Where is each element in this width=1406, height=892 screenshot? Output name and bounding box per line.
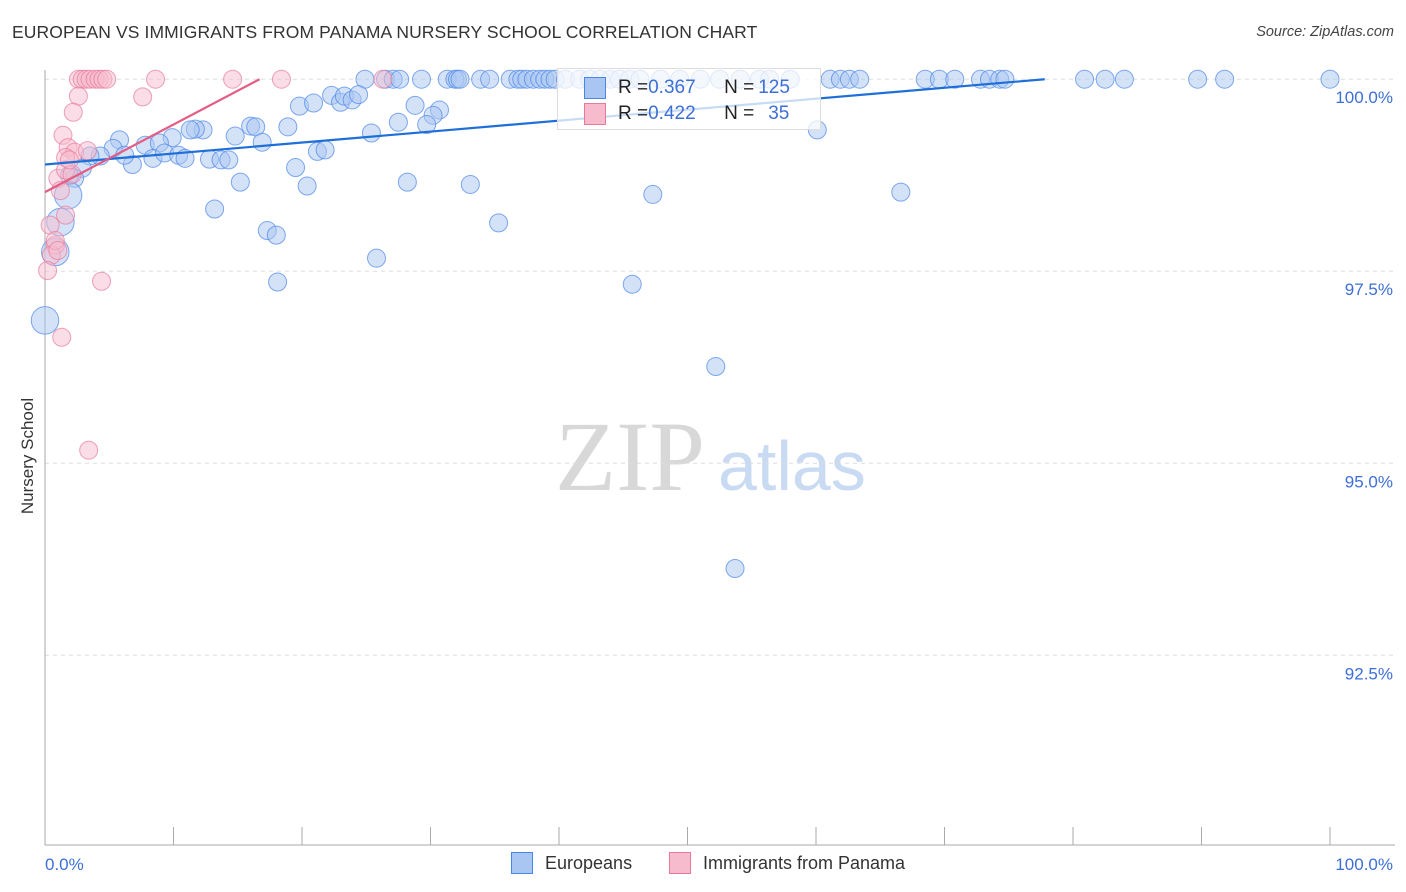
n-label: N = (724, 103, 755, 124)
legend-label: Immigrants from Panama (703, 852, 906, 873)
panama-trend-line (44, 78, 261, 194)
panama-point (97, 69, 117, 89)
y-tick-label: 92.5% (1345, 664, 1393, 683)
europeans-swatch (584, 77, 606, 99)
europeans-point (1320, 69, 1340, 89)
europeans-point (489, 213, 509, 233)
n-value: 35 (768, 103, 790, 124)
y-tick-label: 100.0% (1335, 88, 1393, 107)
europeans-point (268, 272, 288, 292)
europeans-point (390, 69, 410, 89)
europeans-point (622, 274, 642, 294)
y-tick-label: 97.5% (1345, 280, 1393, 299)
europeans-point (1075, 69, 1095, 89)
panama-point (133, 87, 153, 107)
chart-title: EUROPEAN VS IMMIGRANTS FROM PANAMA NURSE… (12, 22, 758, 42)
stats-legend: R = 0.367 N = 125 R = 0.422 N = 35 (557, 68, 821, 130)
panama-point (52, 327, 72, 347)
europeans-point (388, 112, 408, 132)
europeans-point (725, 558, 745, 578)
panama-point (56, 205, 76, 225)
europeans-point (349, 85, 369, 105)
europeans-point (286, 158, 306, 178)
europeans-point (304, 93, 324, 113)
europeans-point (405, 95, 425, 115)
r-label: R = (618, 77, 649, 98)
panama-point (373, 69, 393, 89)
x-tick-label: 0.0% (45, 855, 84, 874)
x-tick-label: 100.0% (1335, 855, 1393, 874)
svg-text:ZIP: ZIP (555, 401, 705, 512)
europeans-point (230, 172, 250, 192)
panama-point (223, 69, 243, 89)
europeans-point (219, 150, 239, 170)
europeans-point (1114, 69, 1134, 89)
panama-point (79, 440, 99, 460)
panama-legend-swatch (669, 852, 691, 874)
r-value: 0.422 (648, 103, 696, 124)
europeans-point (205, 199, 225, 219)
legend-label: Europeans (545, 852, 633, 873)
legend-item-europeans[interactable]: Europeans (511, 852, 632, 874)
europeans-point (252, 132, 272, 152)
europeans-point (1215, 69, 1235, 89)
europeans-point (643, 184, 663, 204)
svg-text:atlas: atlas (718, 427, 866, 505)
europeans-point (30, 306, 60, 335)
europeans-point (945, 69, 965, 89)
panama-point (271, 69, 291, 89)
europeans-point (278, 117, 298, 137)
r-label: R = (618, 103, 649, 124)
panama-point (38, 260, 58, 280)
europeans-point (315, 140, 335, 160)
panama-point (146, 69, 166, 89)
panama-point (63, 102, 83, 122)
panama-point (77, 141, 97, 161)
stats-row-panama: R = 0.422 N = 35 (584, 103, 789, 125)
n-label: N = (724, 77, 755, 98)
europeans-point (225, 126, 245, 146)
europeans-point (115, 145, 135, 165)
europeans-point (891, 182, 911, 202)
europeans-point (706, 356, 726, 376)
y-tick-label: 95.0% (1345, 472, 1393, 491)
panama-swatch (584, 103, 606, 125)
panama-point (48, 241, 68, 261)
europeans-point (397, 172, 417, 192)
europeans-point (180, 120, 200, 140)
europeans-legend-swatch (511, 852, 533, 874)
europeans-point (266, 225, 286, 245)
europeans-point (1188, 69, 1208, 89)
watermark: ZIP atlas (555, 401, 866, 512)
stats-row-europeans: R = 0.367 N = 125 (584, 77, 790, 99)
europeans-point (480, 69, 500, 89)
europeans-point (361, 123, 381, 143)
europeans-trend-line (44, 78, 1045, 166)
europeans-point (367, 248, 387, 268)
panama-point (68, 86, 88, 106)
europeans-point (417, 115, 437, 135)
europeans-point (460, 174, 480, 194)
europeans-point (1095, 69, 1115, 89)
europeans-point (450, 69, 470, 89)
panama-point (92, 271, 112, 291)
legend-item-panama[interactable]: Immigrants from Panama (669, 852, 905, 874)
europeans-point (297, 176, 317, 196)
source-label: Source: ZipAtlas.com (1256, 24, 1394, 40)
r-value: 0.367 (648, 77, 696, 98)
europeans-point (995, 69, 1015, 89)
europeans-point (850, 69, 870, 89)
panama-point (59, 150, 79, 170)
n-value: 125 (758, 77, 790, 98)
europeans-point (412, 69, 432, 89)
